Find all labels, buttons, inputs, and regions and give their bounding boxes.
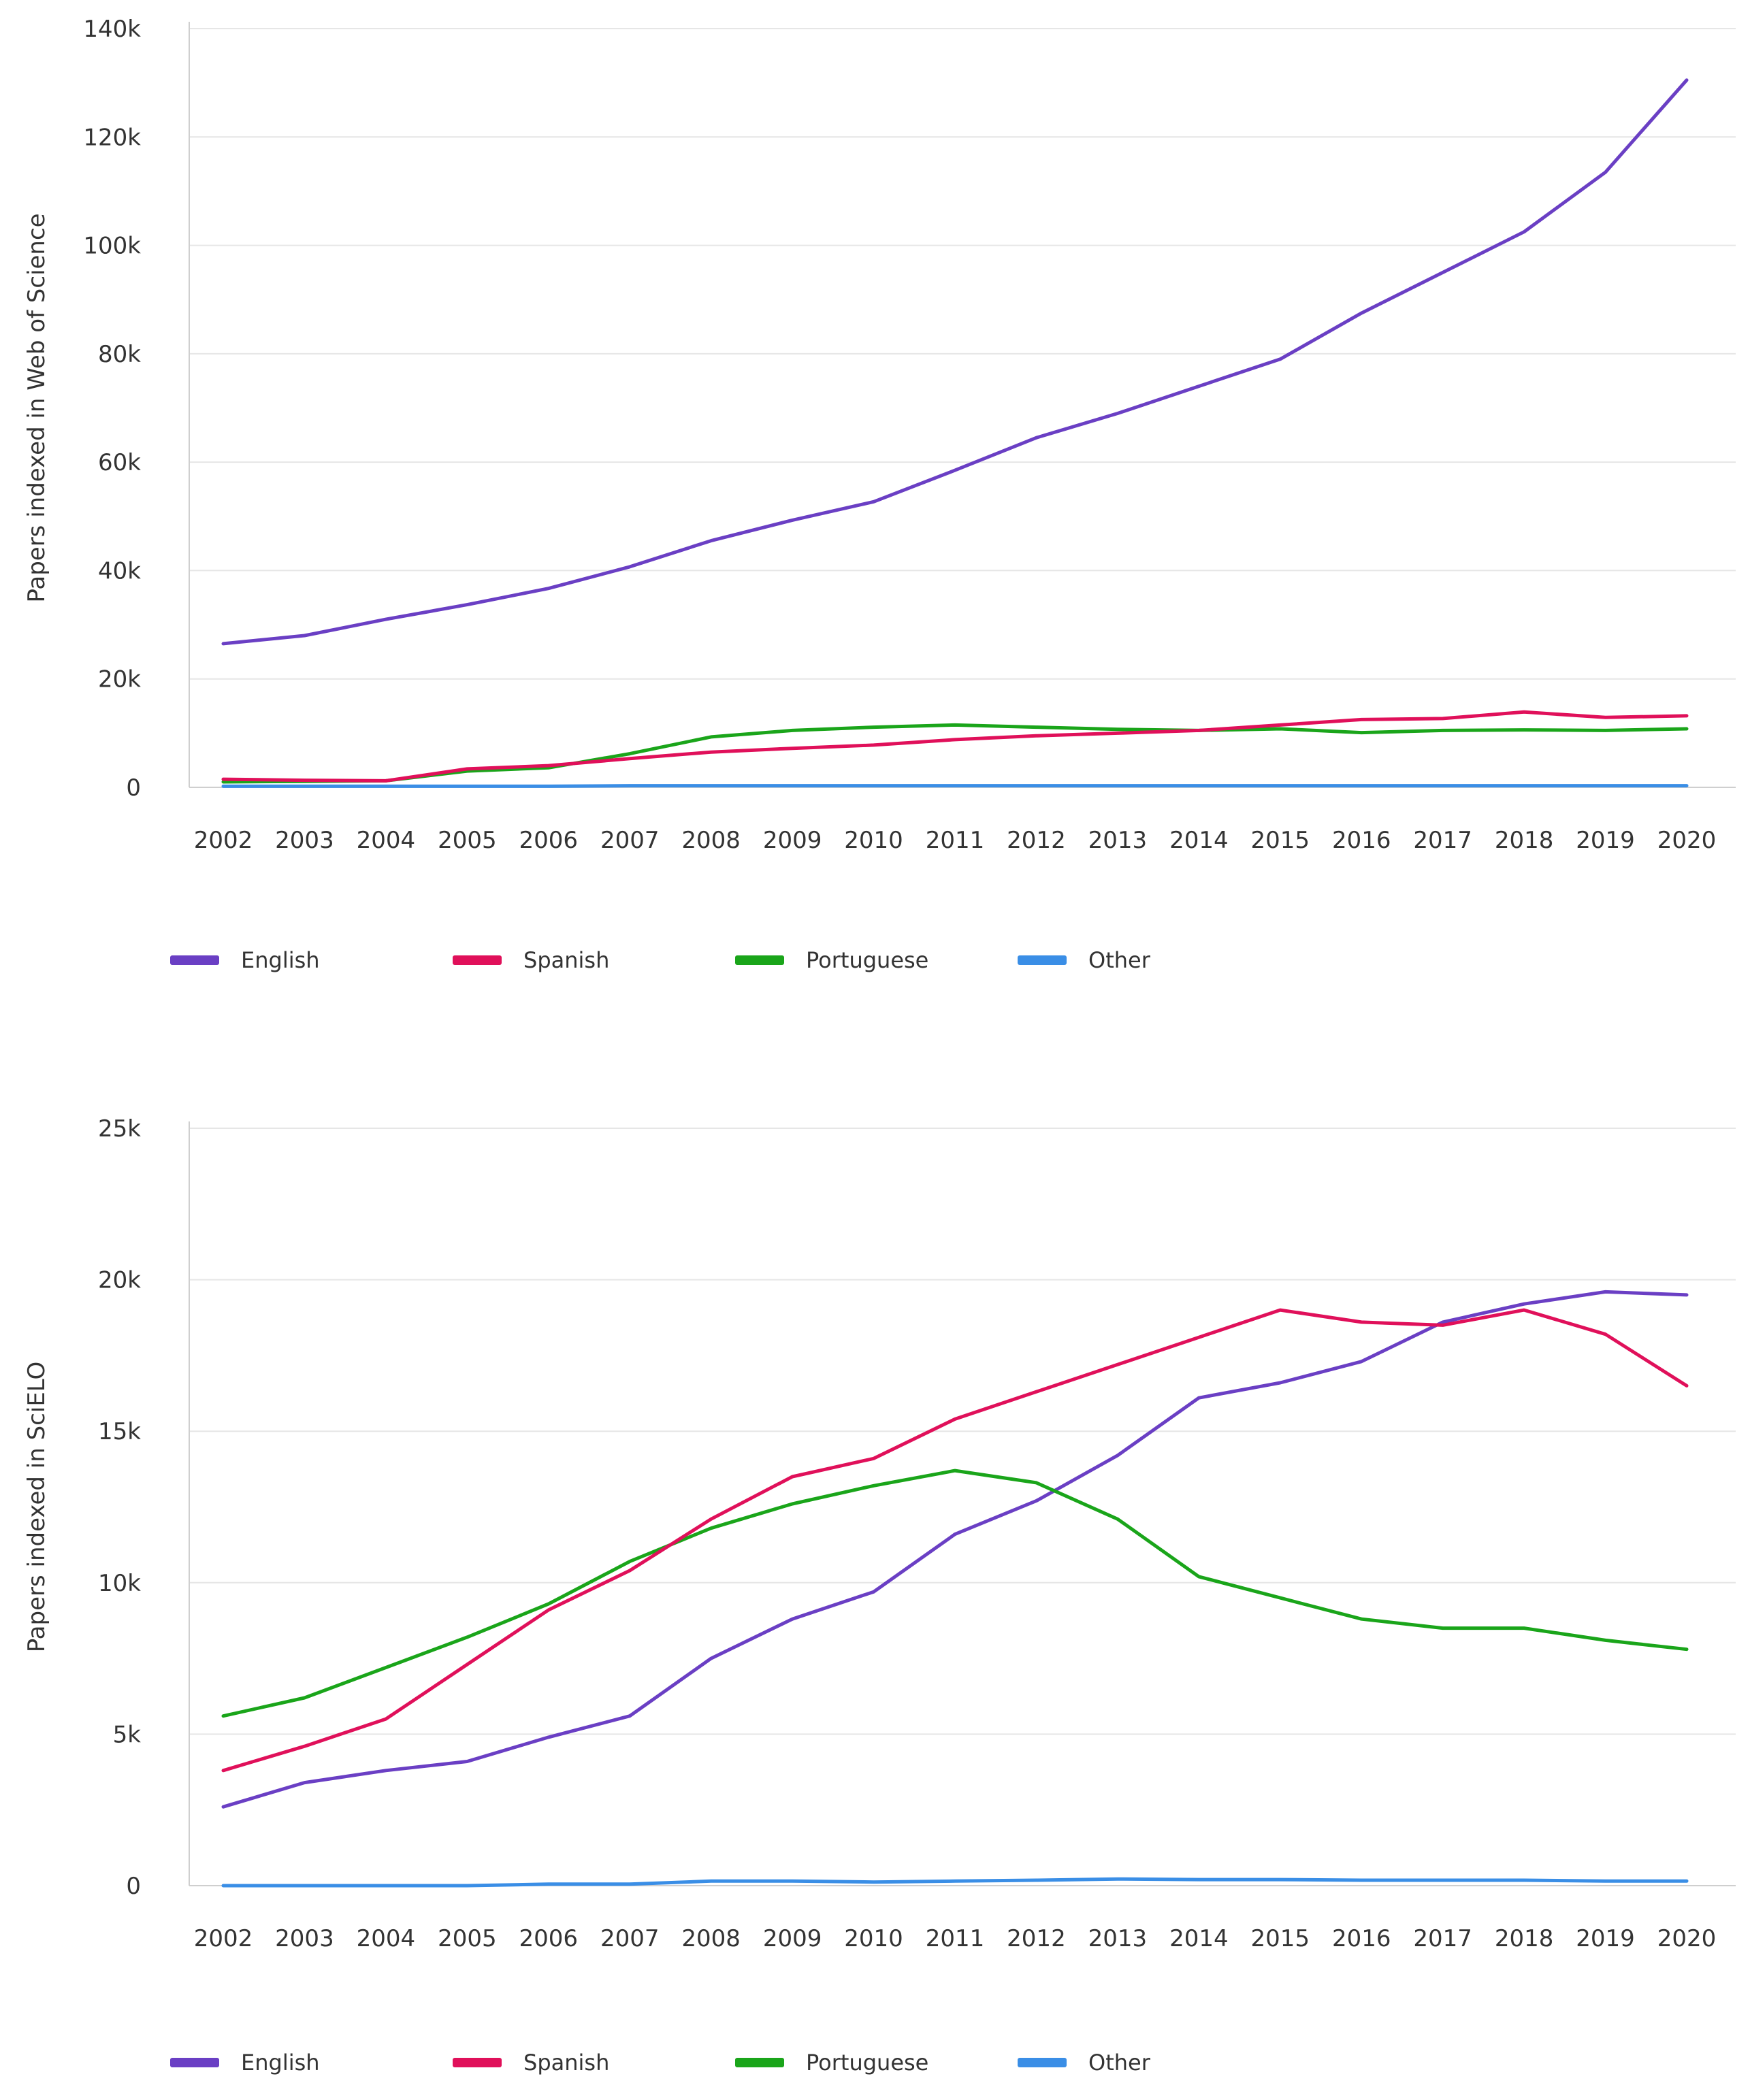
series-line-english xyxy=(221,1290,1689,1809)
chart-1: 0 20k 40k 60k 80k 100k 120k 140k Papers indexed … xyxy=(23,16,1736,973)
x-tick-label: 2020 xyxy=(1657,1925,1717,1952)
x-tick-label: 2019 xyxy=(1576,827,1635,854)
x-tick-label: 2002 xyxy=(194,827,253,854)
series-line-spanish xyxy=(221,1308,1689,1773)
x-tick-label: 2011 xyxy=(926,1925,985,1952)
y-tick-label: 60k xyxy=(98,449,141,476)
legend-label-spanish[interactable]: Spanish xyxy=(523,2050,609,2076)
x-tick-label: 2003 xyxy=(275,1925,334,1952)
x-tick-label: 2008 xyxy=(681,827,741,854)
x-tick-label: 2018 xyxy=(1495,1925,1554,1952)
series-line-portuguese xyxy=(221,723,1689,784)
y-tick-label: 10k xyxy=(98,1570,141,1597)
legend-label-portuguese[interactable]: Portuguese xyxy=(806,947,928,973)
series-line-other xyxy=(221,784,1689,788)
legend-label-other[interactable]: Other xyxy=(1088,2050,1151,2076)
x-tick-label: 2009 xyxy=(763,1925,822,1952)
legend-swatch-other[interactable] xyxy=(1018,955,1067,965)
legend-label-spanish[interactable]: Spanish xyxy=(523,947,609,973)
x-tick-label: 2005 xyxy=(438,1925,497,1952)
legend-swatch-portuguese[interactable] xyxy=(735,2058,784,2067)
x-tick-label: 2006 xyxy=(519,1925,579,1952)
x-tick-label: 2017 xyxy=(1413,1925,1472,1952)
x-tick-label: 2015 xyxy=(1251,827,1310,854)
x-tick-label: 2019 xyxy=(1576,1925,1635,1952)
y-tick-label: 40k xyxy=(98,557,141,585)
legend-swatch-english[interactable] xyxy=(170,2058,219,2067)
legend-label-other[interactable]: Other xyxy=(1088,947,1151,973)
x-tick-label: 2008 xyxy=(681,1925,741,1952)
legend-label-english[interactable]: English xyxy=(241,2050,320,2076)
y-tick-label: 15k xyxy=(98,1418,141,1445)
legend-label-english[interactable]: English xyxy=(241,947,320,973)
y-tick-label: 100k xyxy=(83,233,141,260)
x-tick-label: 2010 xyxy=(844,827,903,854)
y-axis-label: Papers indexed in SciELO xyxy=(23,1362,50,1653)
x-tick-label: 2016 xyxy=(1332,827,1391,854)
y-tick-label: 120k xyxy=(83,124,141,151)
legend-label-portuguese[interactable]: Portuguese xyxy=(806,2050,928,2076)
y-tick-label: 80k xyxy=(98,341,141,368)
y-tick-label: 5k xyxy=(113,1721,142,1748)
legend-swatch-spanish[interactable] xyxy=(453,2058,502,2067)
y-tick-label: 140k xyxy=(83,16,141,43)
x-tick-label: 2018 xyxy=(1495,827,1554,854)
x-tick-label: 2004 xyxy=(357,1925,416,1952)
y-tick-label: 25k xyxy=(98,1115,141,1143)
x-tick-label: 2005 xyxy=(438,827,497,854)
series-line-spanish xyxy=(221,710,1689,783)
series-line-english xyxy=(221,78,1689,646)
x-tick-label: 2013 xyxy=(1088,827,1148,854)
x-tick-label: 2002 xyxy=(194,1925,253,1952)
x-tick-label: 2009 xyxy=(763,827,822,854)
x-tick-label: 2006 xyxy=(519,827,579,854)
x-tick-label: 2017 xyxy=(1413,827,1472,854)
series-line-other xyxy=(221,1877,1689,1888)
x-tick-label: 2014 xyxy=(1169,1925,1229,1952)
y-axis-label: Papers indexed in Web of Science xyxy=(23,213,50,602)
x-tick-label: 2013 xyxy=(1088,1925,1148,1952)
y-tick-label: 0 xyxy=(126,1873,141,1900)
x-tick-label: 2011 xyxy=(926,827,985,854)
x-tick-label: 2010 xyxy=(844,1925,903,1952)
legend-swatch-portuguese[interactable] xyxy=(735,955,784,965)
x-tick-label: 2012 xyxy=(1007,827,1066,854)
x-tick-label: 2016 xyxy=(1332,1925,1391,1952)
x-tick-label: 2012 xyxy=(1007,1925,1066,1952)
y-tick-label: 0 xyxy=(126,774,141,802)
x-tick-label: 2015 xyxy=(1251,1925,1310,1952)
legend-swatch-other[interactable] xyxy=(1018,2058,1067,2067)
series-line-portuguese xyxy=(221,1469,1689,1718)
x-tick-label: 2007 xyxy=(600,827,660,854)
legend-swatch-english[interactable] xyxy=(170,955,219,965)
y-tick-label: 20k xyxy=(98,1267,141,1294)
chart-2: 0 5k 10k 15k 20k 25k Papers indexed in SciELO 2… xyxy=(23,1115,1736,2076)
x-tick-label: 2014 xyxy=(1169,827,1229,854)
x-tick-label: 2007 xyxy=(600,1925,660,1952)
x-tick-label: 2020 xyxy=(1657,827,1717,854)
y-tick-label: 20k xyxy=(98,666,141,693)
x-tick-label: 2004 xyxy=(357,827,416,854)
legend-swatch-spanish[interactable] xyxy=(453,955,502,965)
x-tick-label: 2003 xyxy=(275,827,334,854)
